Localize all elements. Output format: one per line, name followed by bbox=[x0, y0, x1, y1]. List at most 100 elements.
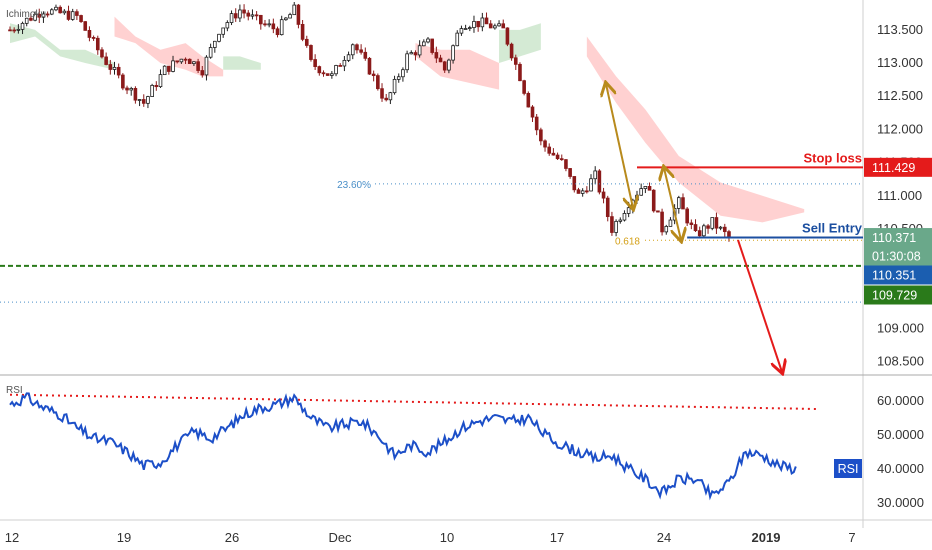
candle-body bbox=[467, 27, 472, 30]
candle-body bbox=[384, 97, 388, 101]
candle-body bbox=[580, 190, 585, 194]
rsi-axis[interactable]: 30.0000 40.0000 50.0000 60.0000 bbox=[877, 393, 924, 510]
candle-body bbox=[722, 226, 727, 233]
rsi-resistance-trendline bbox=[9, 393, 818, 411]
candle-body bbox=[442, 61, 447, 71]
candle-body bbox=[108, 64, 113, 70]
candle-body bbox=[451, 45, 455, 61]
cloud-segment-green bbox=[223, 56, 261, 70]
candle-body bbox=[125, 87, 129, 91]
candle-body bbox=[187, 58, 192, 64]
candle-body bbox=[271, 23, 276, 30]
candle-body bbox=[392, 78, 397, 94]
candle-body bbox=[505, 27, 510, 45]
candle-body bbox=[221, 27, 225, 35]
time-tick-label: 2019 bbox=[752, 530, 781, 545]
candle-body bbox=[309, 45, 313, 60]
candle-body bbox=[639, 188, 643, 196]
candle-body bbox=[24, 17, 29, 24]
measured-move-arrow-1 bbox=[606, 84, 633, 208]
price-tick-label: 111.000 bbox=[877, 188, 922, 203]
candle-body bbox=[501, 23, 506, 29]
candle-body bbox=[338, 65, 343, 67]
candle-body bbox=[718, 226, 723, 229]
candle-body bbox=[589, 178, 593, 192]
time-axis[interactable]: 12 19 26 Dec 10 17 24 2019 7 bbox=[5, 530, 856, 545]
candle-body bbox=[263, 23, 267, 26]
candle-body bbox=[288, 14, 292, 19]
countdown-tag: 01:30:08 bbox=[872, 250, 921, 264]
candle-body bbox=[367, 57, 372, 75]
price-tags: 111.429 110.371 01:30:08 110.351 109.729 bbox=[864, 157, 932, 305]
time-tick-label: 24 bbox=[657, 530, 671, 545]
candle-body bbox=[171, 60, 175, 72]
candle-body bbox=[50, 9, 54, 15]
cloud-segment-red bbox=[586, 36, 805, 223]
candle-body bbox=[497, 23, 501, 27]
candle-body bbox=[396, 76, 401, 80]
candle-body bbox=[167, 65, 171, 72]
time-tick-label: 19 bbox=[117, 530, 131, 545]
candle-body bbox=[346, 54, 351, 61]
stop-loss-label: Stop loss bbox=[803, 150, 862, 165]
candle-body bbox=[83, 21, 88, 31]
candle-body bbox=[539, 129, 543, 142]
candle-body bbox=[325, 73, 330, 76]
candle-body bbox=[75, 11, 79, 16]
candle-body bbox=[229, 13, 234, 23]
candle-body bbox=[66, 10, 71, 20]
stop-loss-price-tag-bg bbox=[864, 157, 932, 177]
rsi-tick-label: 30.0000 bbox=[877, 495, 924, 510]
candle-body bbox=[685, 208, 689, 224]
candle-body bbox=[137, 99, 142, 101]
candle-body bbox=[350, 44, 355, 56]
candle-body bbox=[246, 12, 251, 17]
time-tick-label: 17 bbox=[550, 530, 564, 545]
fib-label-0-618: 0.618 bbox=[615, 236, 640, 247]
candle-body bbox=[133, 88, 138, 101]
level-109-729-tag: 109.729 bbox=[872, 289, 917, 303]
candle-body bbox=[233, 13, 238, 19]
candle-body bbox=[8, 29, 12, 32]
ichimoku-cloud bbox=[10, 16, 805, 223]
candle-body bbox=[33, 13, 37, 21]
rsi-series-line bbox=[9, 392, 797, 501]
candle-body bbox=[363, 51, 368, 59]
candle-body bbox=[643, 186, 648, 190]
candle-body bbox=[45, 13, 50, 16]
candle-body bbox=[706, 225, 710, 229]
time-tick-label: 7 bbox=[848, 530, 855, 545]
rsi-trendline bbox=[9, 393, 818, 411]
candle-body bbox=[593, 170, 597, 180]
candle-body bbox=[447, 59, 451, 71]
candle-body bbox=[547, 146, 552, 154]
candle-body bbox=[192, 61, 196, 64]
candle-body bbox=[488, 23, 493, 29]
candle-body bbox=[610, 216, 614, 233]
candle-body bbox=[480, 17, 485, 28]
candle-body bbox=[551, 152, 556, 156]
sell-entry-price-tag-bg bbox=[864, 228, 932, 248]
candle-body bbox=[677, 197, 681, 209]
candle-body bbox=[401, 69, 405, 78]
candle-body bbox=[426, 38, 430, 43]
candle-body bbox=[95, 37, 100, 51]
candle-body bbox=[555, 154, 560, 160]
candle-body bbox=[275, 28, 280, 36]
candle-body bbox=[472, 21, 476, 29]
candle-body bbox=[656, 210, 660, 213]
candle-body bbox=[564, 159, 568, 169]
candle-body bbox=[284, 17, 288, 21]
candle-body bbox=[526, 92, 531, 108]
candle-body bbox=[434, 52, 439, 59]
candle-body bbox=[175, 60, 180, 63]
rsi-tick-label: 60.0000 bbox=[877, 393, 924, 408]
candle-body bbox=[710, 217, 715, 229]
level-109-729-tag-bg bbox=[864, 285, 932, 305]
candle-body bbox=[409, 52, 414, 55]
candle-body bbox=[254, 14, 259, 17]
candle-body bbox=[714, 217, 719, 229]
candle-body bbox=[100, 49, 104, 58]
candle-body bbox=[635, 194, 639, 201]
